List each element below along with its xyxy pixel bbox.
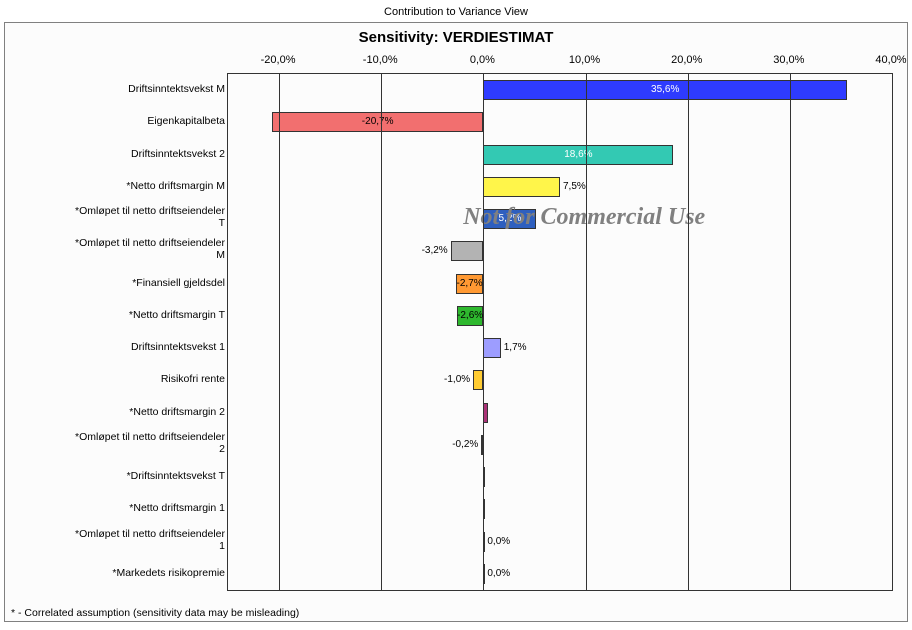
bar-value-label: -1,0% <box>444 370 470 390</box>
y-axis-labels: Driftsinntektsvekst M Eigenkapitalbeta Dri… <box>15 73 225 591</box>
bar <box>473 370 483 390</box>
y-axis-label: *Netto driftsmargin T <box>15 309 225 321</box>
footnote: * - Correlated assumption (sensitivity d… <box>11 607 299 619</box>
plot-area: 35,6% -20,7% 18,6% 7,5% 5,2% -3,2% -2,7% -2,6% 1… <box>227 73 893 591</box>
bar <box>483 177 560 197</box>
bar-value-label: -2,7% <box>457 274 483 294</box>
gridline <box>483 74 484 590</box>
bar-value-label: 18,6% <box>564 145 592 165</box>
gridline <box>279 74 280 590</box>
gridline <box>586 74 587 590</box>
chart-title: Sensitivity: VERDIESTIMAT <box>5 23 907 50</box>
x-tick-label: -20,0% <box>261 54 296 66</box>
bar-value-label: -3,2% <box>422 241 448 261</box>
x-tick-label: 30,0% <box>773 54 804 66</box>
y-axis-label: Driftsinntektsvekst M <box>15 83 225 95</box>
gridline <box>790 74 791 590</box>
y-axis-label: Driftsinntektsvekst 2 <box>15 148 225 160</box>
y-axis-label: *Netto driftsmargin 2 <box>15 406 225 418</box>
bar-value-label: -20,7% <box>362 112 394 132</box>
bars-layer: 35,6% -20,7% 18,6% 7,5% 5,2% -3,2% -2,7% -2,6% 1… <box>228 74 892 590</box>
chart-body: -20,0%-10,0%0,0%10,0%20,0%30,0%40,0% Dri… <box>15 50 897 592</box>
y-axis-label: *Driftsinntektsvekst T <box>15 470 225 482</box>
x-tick-label: 20,0% <box>671 54 702 66</box>
x-tick-label: -10,0% <box>363 54 398 66</box>
bar-value-label: -0,2% <box>452 435 478 455</box>
bar-value-label: 7,5% <box>563 177 586 197</box>
y-axis-label: *Netto driftsmargin 1 <box>15 502 225 514</box>
x-tick-label: 10,0% <box>569 54 600 66</box>
x-axis-labels: -20,0%-10,0%0,0%10,0%20,0%30,0%40,0% <box>227 54 893 70</box>
x-tick-label: 0,0% <box>470 54 495 66</box>
y-axis-label: Driftsinntektsvekst 1 <box>15 341 225 353</box>
bar-value-label: 5,2% <box>499 209 522 229</box>
y-axis-label: Eigenkapitalbeta <box>15 115 225 127</box>
x-tick-label: 40,0% <box>875 54 906 66</box>
bar-value-label: -2,6% <box>457 306 483 326</box>
gridline <box>688 74 689 590</box>
y-axis-label: *Omløpet til netto driftseiendelerT <box>15 205 225 229</box>
y-axis-label: Risikofri rente <box>15 373 225 385</box>
chart-panel: Sensitivity: VERDIESTIMAT -20,0% -10,0% 0,… <box>4 22 908 622</box>
bar-value-label: 1,7% <box>504 338 527 358</box>
y-axis-label: *Omløpet til netto driftseiendeler1 <box>15 528 225 552</box>
bar-value-label: 0,0% <box>487 564 510 584</box>
gridline <box>892 74 893 590</box>
bar-value-label: 35,6% <box>651 80 679 100</box>
y-axis-label: *Markedets risikopremie <box>15 567 225 579</box>
app-header: Contribution to Variance View <box>4 4 908 22</box>
y-axis-label: *Omløpet til netto driftseiendelerM <box>15 237 225 261</box>
bar-value-label: 0,0% <box>487 532 510 552</box>
y-axis-label: *Netto driftsmargin M <box>15 180 225 192</box>
y-axis-label: *Finansiell gjeldsdel <box>15 277 225 289</box>
bar <box>451 241 484 261</box>
gridline <box>381 74 382 590</box>
y-axis-label: *Omløpet til netto driftseiendeler2 <box>15 431 225 455</box>
bar <box>483 338 500 358</box>
